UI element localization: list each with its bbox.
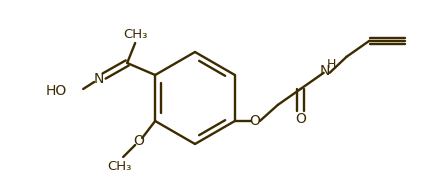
Text: CH₃: CH₃ [123,28,147,41]
Text: H: H [327,58,336,71]
Text: O: O [134,134,145,148]
Text: O: O [295,112,306,126]
Text: O: O [249,114,260,128]
Text: N: N [94,72,104,86]
Text: CH₃: CH₃ [107,161,131,174]
Text: N: N [319,64,330,78]
Text: HO: HO [46,84,67,98]
